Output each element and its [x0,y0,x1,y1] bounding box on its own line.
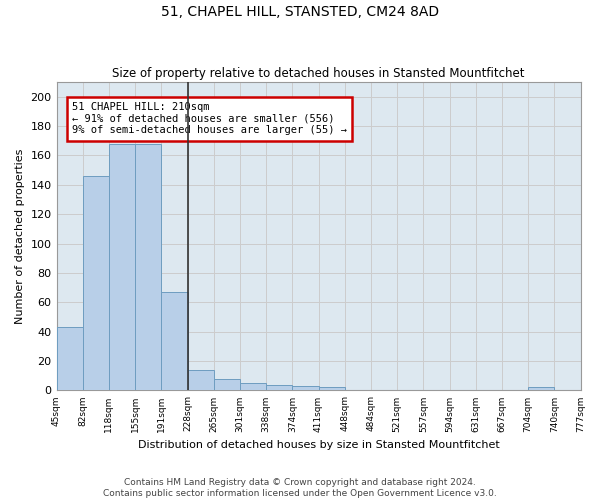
Bar [292,386,319,390]
Text: 51 CHAPEL HILL: 210sqm
← 91% of detached houses are smaller (556)
9% of semi-det: 51 CHAPEL HILL: 210sqm ← 91% of detached… [72,102,347,136]
Bar [109,144,135,390]
Y-axis label: Number of detached properties: Number of detached properties [15,148,25,324]
Text: Contains HM Land Registry data © Crown copyright and database right 2024.
Contai: Contains HM Land Registry data © Crown c… [103,478,497,498]
Bar [319,388,345,390]
Bar [240,383,266,390]
Bar [135,144,161,390]
Bar [528,388,554,390]
Bar [188,370,214,390]
Bar [214,378,240,390]
Bar [266,384,292,390]
Bar [83,176,109,390]
Bar [161,292,188,390]
Title: Size of property relative to detached houses in Stansted Mountfitchet: Size of property relative to detached ho… [112,66,525,80]
X-axis label: Distribution of detached houses by size in Stansted Mountfitchet: Distribution of detached houses by size … [137,440,499,450]
Bar [56,328,83,390]
Text: 51, CHAPEL HILL, STANSTED, CM24 8AD: 51, CHAPEL HILL, STANSTED, CM24 8AD [161,5,439,19]
